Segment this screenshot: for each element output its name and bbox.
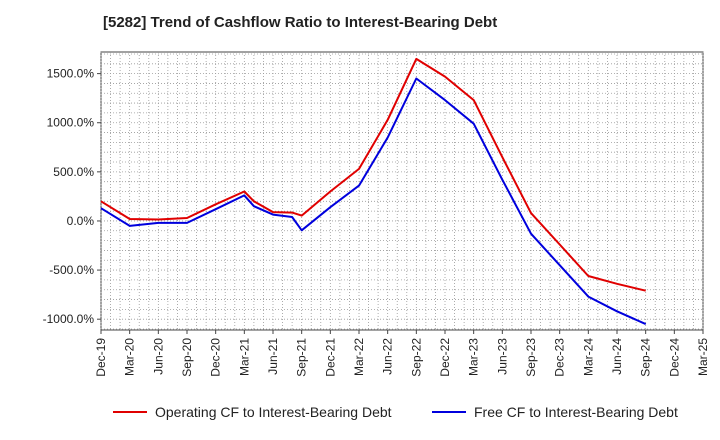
x-tick-label: Mar-22 [352,338,366,376]
x-tick-label: Sep-21 [295,338,309,377]
x-tick-label: Dec-24 [667,338,681,377]
x-tick-label: Sep-23 [524,338,538,377]
x-tick-label: Jun-23 [495,338,509,375]
legend-swatch-operating-cf [113,411,147,413]
x-tick-label: Jun-24 [610,338,624,375]
y-tick-label: 1500.0% [47,67,95,81]
x-tick-label: Dec-21 [323,338,337,377]
x-tick-label: Jun-20 [151,338,165,375]
plot-frame [100,51,704,331]
x-tick-label: Dec-20 [209,338,223,377]
y-axis: 1500.0% 1000.0% 500.0% 0.0% -500.0% -1000.0% [43,67,101,326]
grid-lines [100,52,704,330]
legend-swatch-free-cf [432,411,466,413]
series-layer [100,57,647,326]
y-tick-label: 500.0% [53,165,94,179]
series-line-operating-cf [100,57,646,292]
x-tick-label: Dec-23 [553,338,567,377]
y-tick-label: 0.0% [67,214,95,228]
x-tick-label: Sep-24 [639,338,653,377]
x-tick-label: Mar-24 [581,338,595,376]
plot-area [100,51,704,331]
y-tick-label: -1000.0% [43,312,95,326]
legend-label-operating-cf: Operating CF to Interest-Bearing Debt [155,404,392,420]
x-axis: Dec-19 Mar-20 Jun-20 Sep-20 Dec-20 Mar-21 Jun-… [94,330,710,377]
y-tick-label: -500.0% [49,263,94,277]
x-tick-label: Mar-20 [123,338,137,376]
series-line-free-cf [100,77,647,326]
legend-label-free-cf: Free CF to Interest-Bearing Debt [474,404,678,420]
x-tick-label: Jun-22 [381,338,395,375]
x-tick-label: Sep-22 [409,338,423,377]
x-tick-label: Jun-21 [266,338,280,375]
chart-title: [5282] Trend of Cashflow Ratio to Intere… [103,14,498,31]
legend-item-free-cf: Free CF to Interest-Bearing Debt [432,404,678,420]
legend-item-operating-cf: Operating CF to Interest-Bearing Debt [113,404,392,420]
x-tick-label: Mar-25 [696,338,710,376]
x-tick-label: Dec-22 [438,338,452,377]
x-tick-label: Mar-23 [467,338,481,376]
x-tick-label: Sep-20 [180,338,194,377]
y-tick-label: 1000.0% [47,116,95,130]
x-tick-label: Dec-19 [94,338,108,377]
x-tick-label: Mar-21 [237,338,251,376]
